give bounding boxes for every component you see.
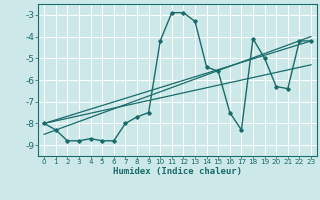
X-axis label: Humidex (Indice chaleur): Humidex (Indice chaleur) <box>113 167 242 176</box>
